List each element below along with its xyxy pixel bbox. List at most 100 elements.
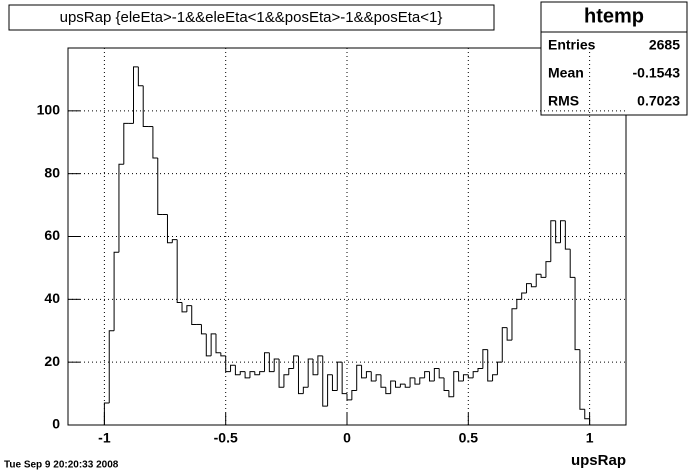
bar xyxy=(370,371,377,382)
bar xyxy=(205,333,212,357)
bar xyxy=(501,327,508,363)
bar xyxy=(472,371,479,378)
bar xyxy=(264,352,270,372)
bar xyxy=(133,66,139,124)
bar xyxy=(249,371,255,378)
bar xyxy=(540,274,546,278)
bar xyxy=(157,157,163,216)
y-tick-label: 100 xyxy=(37,102,61,118)
bar xyxy=(307,358,314,388)
bar xyxy=(103,402,110,425)
bar xyxy=(559,220,566,243)
bar xyxy=(467,374,474,379)
bar xyxy=(166,214,173,244)
bar xyxy=(288,367,294,375)
bar xyxy=(113,251,119,331)
bar xyxy=(487,349,493,382)
bar xyxy=(225,355,231,373)
bar xyxy=(317,355,323,375)
bar xyxy=(419,377,425,385)
stats-box xyxy=(540,1,688,116)
bar xyxy=(118,163,124,253)
x-axis-label: upsRap xyxy=(571,452,626,469)
bar xyxy=(283,374,289,388)
bar xyxy=(259,371,265,375)
bar xyxy=(200,324,207,335)
bar xyxy=(395,381,401,388)
bar xyxy=(438,368,445,379)
bar xyxy=(152,126,158,159)
bar xyxy=(477,367,483,372)
bar xyxy=(574,277,580,351)
bar xyxy=(123,122,129,165)
bar xyxy=(535,273,542,287)
bar xyxy=(302,386,309,394)
bar xyxy=(244,371,250,379)
bar xyxy=(516,298,522,309)
bar xyxy=(530,283,537,288)
bar xyxy=(462,374,469,382)
bar xyxy=(108,330,115,404)
bar xyxy=(210,333,216,356)
bar xyxy=(239,371,246,375)
bar xyxy=(385,387,391,395)
y-tick-label: 20 xyxy=(44,353,60,369)
bar xyxy=(293,355,299,369)
bar xyxy=(137,66,144,87)
bar xyxy=(404,384,411,388)
bar xyxy=(365,371,372,378)
bar xyxy=(448,390,454,398)
title-box xyxy=(8,4,495,31)
bar xyxy=(273,358,280,372)
bar xyxy=(564,220,571,250)
bar xyxy=(142,85,149,128)
bar xyxy=(579,349,585,410)
bar xyxy=(390,380,396,394)
y-tick-label: 0 xyxy=(52,416,60,432)
bar xyxy=(331,374,338,391)
bar xyxy=(322,355,328,407)
bar xyxy=(220,352,226,357)
bar xyxy=(297,355,304,395)
stats-label: RMS xyxy=(548,93,579,109)
bar xyxy=(380,374,386,388)
x-tick-label: -1 xyxy=(98,430,111,446)
bar xyxy=(443,377,449,391)
bar xyxy=(526,283,532,294)
bar xyxy=(215,333,221,354)
bar xyxy=(569,249,576,278)
bar xyxy=(375,374,381,382)
bar xyxy=(361,365,367,379)
chart-title: upsRap {eleEta>-1&&eleEta<1&&posEta>-1&&… xyxy=(60,9,443,26)
bar xyxy=(356,364,362,391)
bar xyxy=(254,371,260,376)
bar xyxy=(346,393,352,401)
y-tick-label: 80 xyxy=(44,164,60,180)
bar xyxy=(521,292,527,300)
bar xyxy=(496,361,503,375)
footer: Tue Sep 9 20:20:33 2008 xyxy=(4,460,119,471)
bar xyxy=(336,361,343,391)
bar xyxy=(278,359,284,388)
stats-value: 0.7023 xyxy=(637,93,680,109)
bar xyxy=(492,374,498,382)
bar xyxy=(409,377,415,388)
bar xyxy=(230,364,236,372)
stats-label: Mean xyxy=(548,65,584,81)
bar xyxy=(234,365,241,376)
y-tick-label: 40 xyxy=(44,290,60,306)
stats-label: Entries xyxy=(548,37,596,53)
bar xyxy=(424,371,430,378)
bar xyxy=(176,239,183,303)
bar xyxy=(351,389,357,400)
bar xyxy=(511,308,517,341)
bar xyxy=(550,220,556,262)
bar xyxy=(414,377,420,385)
bar xyxy=(268,352,275,373)
bar xyxy=(341,362,347,395)
x-tick-label: 0 xyxy=(343,430,351,446)
bar xyxy=(458,371,464,382)
bar xyxy=(191,305,197,325)
bar xyxy=(584,409,591,425)
